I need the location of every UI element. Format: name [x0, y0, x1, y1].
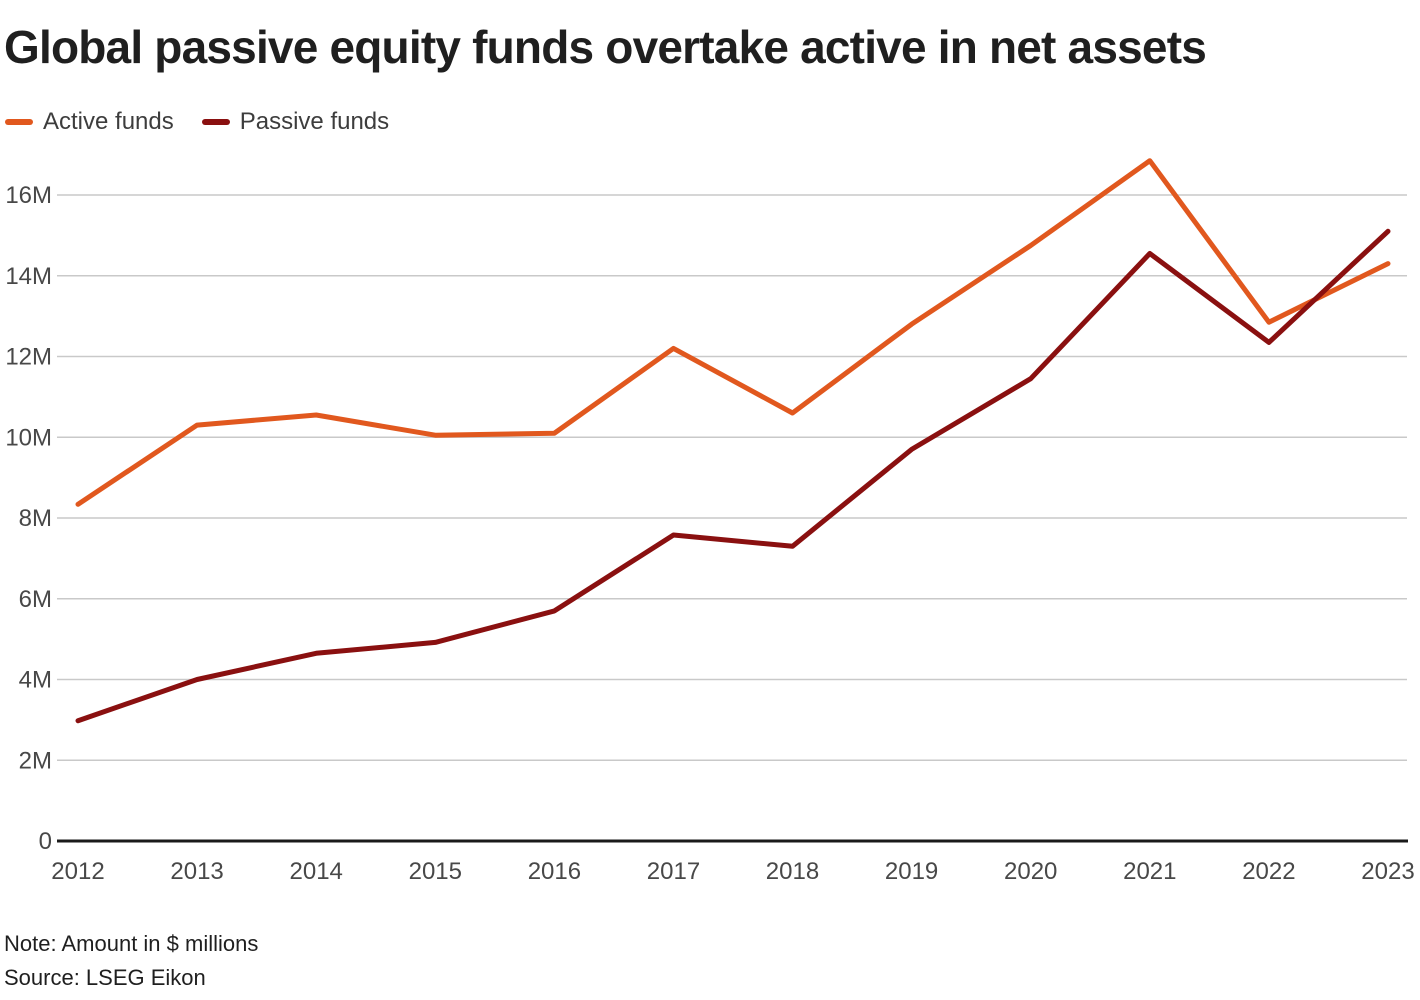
y-tick-label: 16M — [5, 182, 52, 209]
y-tick-label: 0 — [39, 828, 52, 855]
x-tick-label: 2023 — [1361, 858, 1414, 885]
y-tick-label: 4M — [19, 667, 52, 694]
x-tick-label: 2017 — [647, 858, 700, 885]
x-tick-label: 2020 — [1004, 858, 1057, 885]
legend-item-passive-funds: Passive funds — [201, 108, 390, 136]
chart-legend: Active funds Passive funds — [5, 108, 389, 136]
passive-funds-swatch-icon — [201, 119, 230, 125]
chart-source: Source: LSEG Eikon — [4, 965, 206, 990]
y-tick-label: 10M — [5, 424, 52, 451]
y-tick-label: 12M — [5, 344, 52, 371]
x-tick-label: 2014 — [290, 858, 343, 885]
passive-funds-line — [75, 228, 1391, 724]
active-funds-line — [75, 158, 1391, 507]
x-tick-label: 2021 — [1123, 858, 1176, 885]
x-tick-label: 2015 — [409, 858, 462, 885]
x-tick-label: 2016 — [528, 858, 581, 885]
x-tick-label: 2012 — [51, 858, 104, 885]
y-tick-label: 14M — [5, 263, 52, 290]
x-tick-label: 2022 — [1242, 858, 1295, 885]
x-tick-label: 2019 — [885, 858, 938, 885]
chart-title: Global passive equity funds overtake act… — [4, 21, 1207, 73]
legend-item-active-funds: Active funds — [5, 108, 174, 136]
y-tick-label: 2M — [19, 747, 52, 774]
x-tick-label: 2018 — [766, 858, 819, 885]
chart-note: Note: Amount in $ millions — [4, 931, 259, 956]
legend-label-passive-funds: Passive funds — [239, 108, 390, 135]
y-tick-label: 8M — [19, 505, 52, 532]
y-tick-label: 6M — [19, 586, 52, 613]
active-funds-swatch-icon — [5, 119, 33, 125]
legend-label-active-funds: Active funds — [43, 108, 174, 135]
x-tick-label: 2013 — [170, 858, 223, 885]
